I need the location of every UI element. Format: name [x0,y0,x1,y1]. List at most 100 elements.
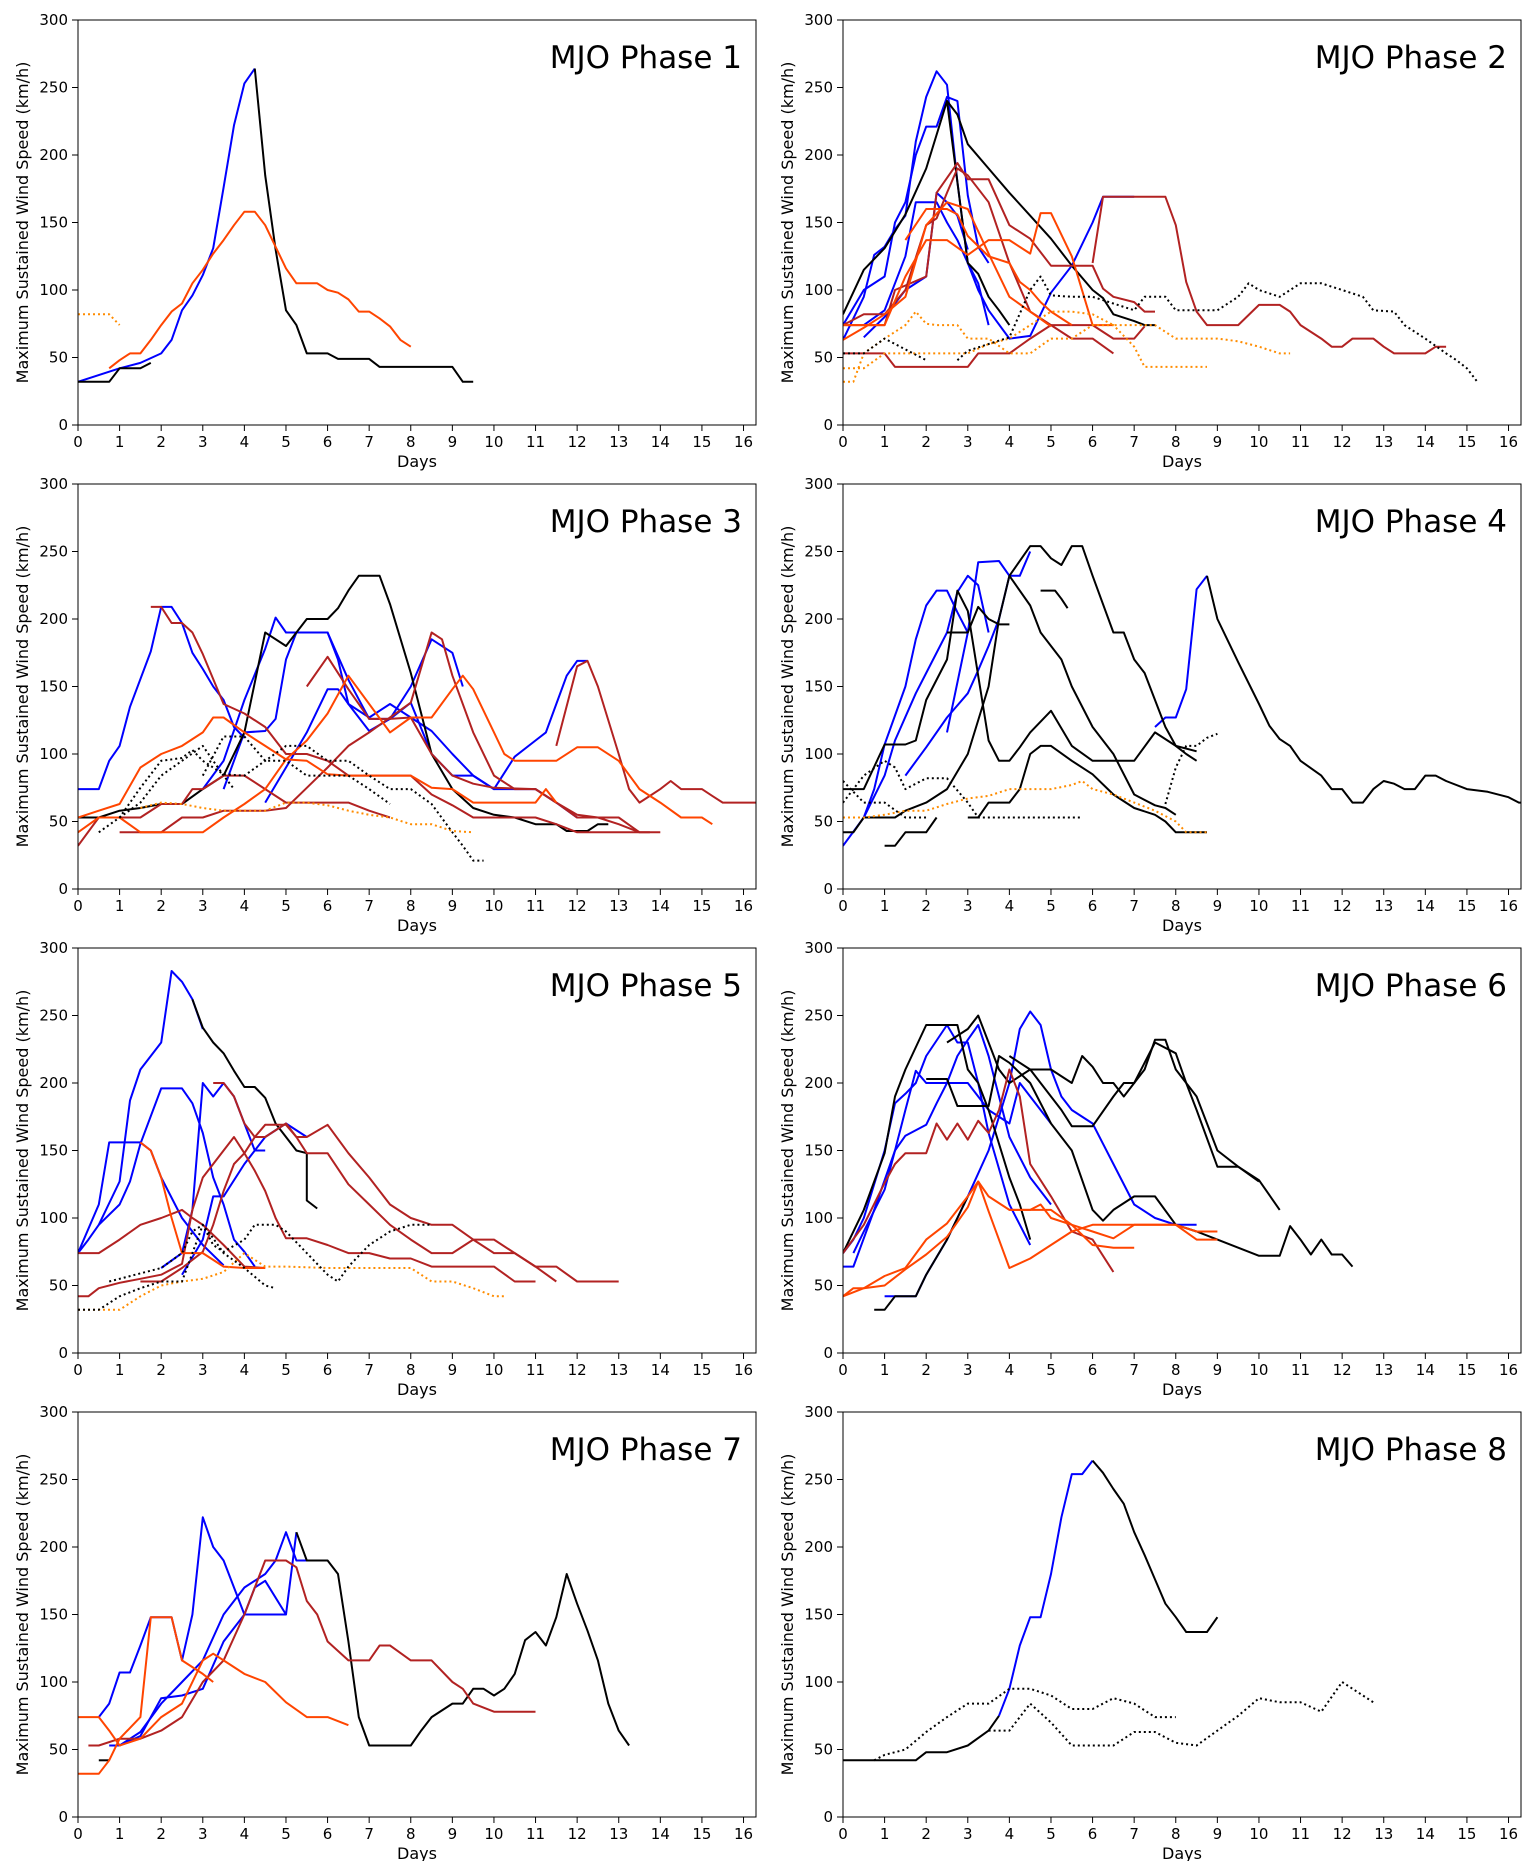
x-tick-label: 0 [838,897,848,915]
y-tick-label: 150 [804,1142,833,1160]
plot-frame [77,483,757,890]
y-tick-label: 0 [823,880,833,898]
series-line-blue-solid [97,970,204,1226]
y-tick-label: 300 [804,1403,833,1421]
x-tick-label: 6 [1088,897,1098,915]
x-tick-label: 10 [1249,1361,1268,1379]
panel-title: MJO Phase 2 [1315,40,1507,76]
series-line-blue-solid [843,1024,1052,1268]
x-tick-label: 2 [921,433,931,451]
y-tick-label: 50 [49,1741,68,1759]
y-tick-label: 200 [39,1538,68,1556]
series-line-black-solid [843,1024,1032,1254]
series-line-black-dotted [201,735,391,805]
series-line-blue-solid [843,95,990,326]
series-line-black-dotted [873,1687,1176,1762]
panel-5: 0 1 2 3 4 5 6 7 8 9 10 11 12 13 14 15 160501001502002503… [13,939,757,1399]
series-line-orange-solid [78,1616,214,1775]
series-line-lightorange-dotted [843,310,1291,370]
x-tick-label: 9 [1213,433,1223,451]
x-tick-label: 1 [880,897,890,915]
series-line-blue-solid [98,1516,286,1718]
x-tick-label: 8 [1171,1361,1181,1379]
x-tick-label: 14 [1416,433,1435,451]
series-line-blue-solid [863,191,969,339]
panel-1: 0 1 2 3 4 5 6 7 8 9 10 11 12 13 14 15 160501001502002503… [13,11,757,471]
series-line-black-dotted [843,337,927,362]
series-line-blue-solid [109,1531,328,1747]
series-group [843,70,1479,383]
y-tick-label: 300 [804,475,833,493]
y-axis-label: Maximum Sustained Wind Speed (km/h) [778,1454,797,1776]
panel-title: MJO Phase 7 [550,1432,742,1468]
x-tick-label: 0 [73,1825,83,1843]
y-tick-label: 0 [58,1344,68,1362]
y-tick-label: 50 [814,1741,833,1759]
x-tick-label: 11 [1291,1361,1310,1379]
plot-frame [77,1411,757,1818]
y-tick-label: 250 [804,1471,833,1489]
y-tick-label: 0 [823,1808,833,1826]
x-tick-label: 13 [609,433,628,451]
y-tick-label: 150 [39,1142,68,1160]
x-tick-label: 8 [406,433,416,451]
x-tick-label: 11 [526,433,545,451]
y-tick-label: 250 [804,1007,833,1025]
series-line-black-solid [967,744,1207,834]
x-tick-label: 8 [1171,1825,1181,1843]
series-line-blue-solid [78,1087,256,1268]
x-tick-label: 12 [568,433,587,451]
x-tick-label: 13 [1374,433,1393,451]
x-tick-label: 1 [115,897,125,915]
series-line-blue-solid [862,589,969,818]
series-line-darkred-solid [78,1136,536,1298]
y-tick-label: 200 [39,610,68,628]
x-axis-label: Days [397,452,437,471]
x-tick-label: 11 [1291,897,1310,915]
x-tick-label: 4 [240,897,250,915]
x-tick-label: 7 [364,1825,374,1843]
series-line-black-solid [1040,589,1069,609]
x-tick-label: 10 [484,1361,503,1379]
series-line-orange-solid [843,201,1052,341]
x-tick-label: 5 [281,897,291,915]
x-tick-label: 9 [448,1825,458,1843]
x-tick-label: 0 [73,1361,83,1379]
series-line-orange-solid [78,1652,349,1747]
y-axis-label: Maximum Sustained Wind Speed (km/h) [13,62,32,384]
x-tick-label: 3 [963,1361,973,1379]
series-line-darkred-solid [843,162,1155,327]
series-line-black-solid [1206,575,1521,804]
panel-4: 0 1 2 3 4 5 6 7 8 9 10 11 12 13 14 15 160501001502002503… [778,475,1522,935]
x-tick-label: 4 [240,433,250,451]
y-tick-label: 100 [39,745,68,763]
y-tick-label: 200 [39,146,68,164]
series-line-blue-solid [843,1024,1032,1254]
x-tick-label: 8 [406,1825,416,1843]
x-tick-label: 10 [484,897,503,915]
series-line-blue-solid [843,574,990,847]
series-line-black-solid [253,68,474,383]
series-line-darkred-solid [88,1559,536,1747]
series-line-blue-solid [904,551,1032,777]
x-tick-label: 7 [364,897,374,915]
x-tick-label: 9 [1213,1825,1223,1843]
series-line-lightorange-dotted [140,801,474,834]
x-axis-label: Days [397,1844,437,1861]
x-tick-label: 14 [1416,1361,1435,1379]
x-tick-label: 9 [1213,1361,1223,1379]
x-tick-label: 0 [838,1361,848,1379]
panel-title: MJO Phase 4 [1315,504,1507,540]
x-tick-label: 16 [734,1361,753,1379]
panel-title: MJO Phase 5 [550,968,742,1004]
series-line-blue-solid [946,560,1011,733]
x-tick-label: 15 [692,1825,711,1843]
y-tick-label: 200 [804,1074,833,1092]
x-tick-label: 8 [406,897,416,915]
series-line-black-solid [926,1055,1354,1268]
series-group [78,1516,630,1775]
series-line-orange-solid [1009,1203,1218,1241]
x-axis-label: Days [397,1380,437,1399]
x-tick-label: 10 [1249,433,1268,451]
x-tick-label: 12 [1333,1361,1352,1379]
